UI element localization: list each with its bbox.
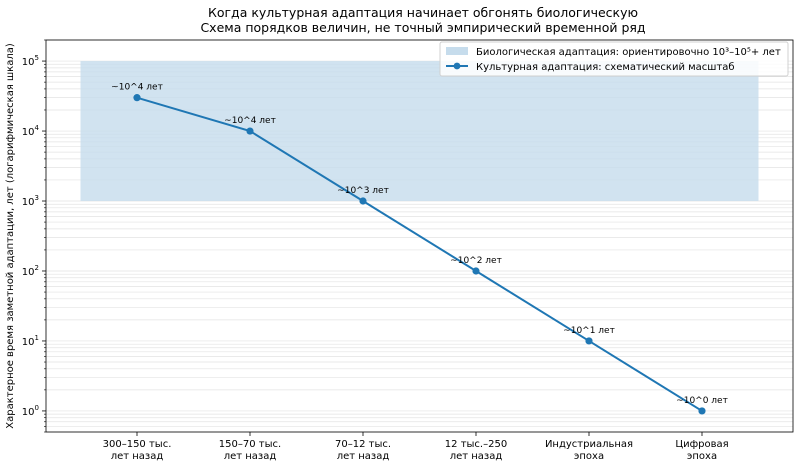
bio-adaptation-band [80, 61, 759, 202]
x-tick-label: лет назад [224, 451, 277, 462]
chart-title: Когда культурная адаптация начинает обго… [208, 5, 638, 20]
x-tick-label: эпоха [687, 451, 717, 462]
chart-subtitle: Схема порядков величин, не точный эмпири… [200, 20, 645, 35]
data-point [585, 337, 593, 345]
legend-series-marker [453, 62, 461, 70]
x-tick-label: 300–150 тыс. [103, 439, 172, 450]
data-point [246, 127, 254, 135]
y-axis-label: Характерное время заметной адаптации, ле… [5, 43, 16, 429]
x-tick-label: эпоха [574, 451, 604, 462]
y-tick-label: 101 [22, 334, 39, 348]
plot-frame [45, 39, 794, 433]
data-point [472, 267, 480, 275]
x-tick-label: 70–12 тыс. [335, 439, 391, 450]
series-line [136, 96, 703, 412]
data-label: ~10^3 лет [337, 186, 389, 196]
x-tick-label: Индустриальная [545, 439, 633, 450]
legend-band-label: Биологическая адаптация: ориентировочно … [476, 47, 781, 58]
y-tick-label: 105 [22, 54, 39, 68]
legend-band-swatch [446, 47, 468, 55]
y-tick-label: 104 [22, 124, 40, 138]
legend-box [439, 41, 789, 77]
data-label: ~10^4 лет [224, 116, 276, 126]
data-point [698, 407, 706, 415]
x-tick-label: лет назад [337, 451, 390, 462]
data-label: ~10^0 лет [676, 396, 728, 406]
x-tick-label: лет назад [450, 451, 503, 462]
data-label: ~10^1 лет [563, 326, 615, 336]
data-label: ~10^4 лет [111, 83, 163, 93]
legend-series-label: Культурная адаптация: схематический масш… [476, 62, 735, 73]
x-tick-label: Цифровая [675, 439, 728, 450]
y-tick-label: 103 [22, 194, 39, 208]
data-point [133, 94, 141, 102]
y-tick-label: 100 [22, 404, 39, 418]
y-tick-label: 102 [22, 264, 39, 278]
data-point [359, 197, 367, 205]
x-tick-label: 150–70 тыс. [219, 439, 281, 450]
x-tick-label: лет назад [111, 451, 164, 462]
x-tick-label: 12 тыс.–250 [445, 439, 507, 450]
data-label: ~10^2 лет [450, 256, 502, 266]
